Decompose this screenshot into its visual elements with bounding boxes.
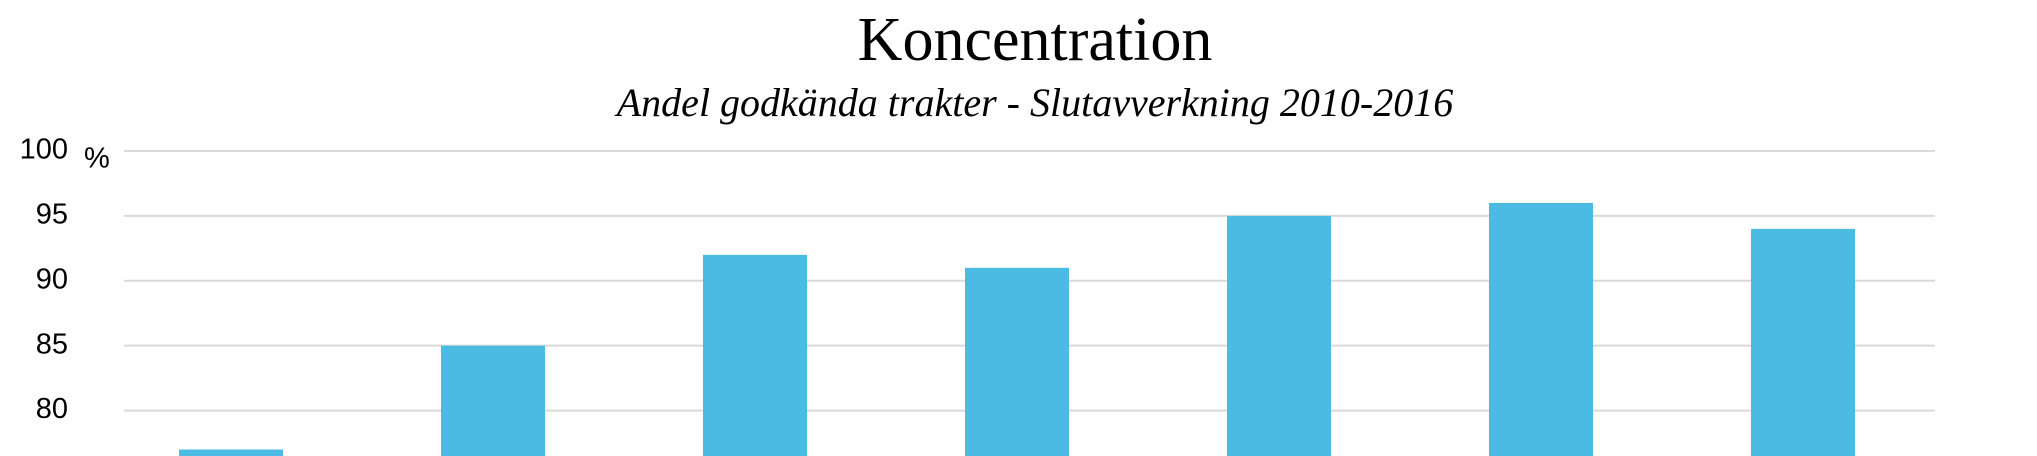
y-tick-label: 90 bbox=[36, 263, 68, 295]
y-tick-label: 80 bbox=[36, 393, 68, 425]
bar bbox=[179, 449, 283, 456]
y-tick-label: 85 bbox=[36, 328, 68, 360]
bar bbox=[1489, 202, 1593, 456]
y-tick-label: 95 bbox=[36, 199, 68, 231]
chart-subtitle: Andel godkända trakter - Slutavverkning … bbox=[614, 80, 1453, 125]
bar bbox=[1751, 228, 1855, 456]
chart-title: Koncentration bbox=[858, 6, 1213, 74]
y-tick-label: 100 bbox=[20, 134, 68, 166]
y-unit: % bbox=[84, 143, 110, 175]
bar bbox=[441, 345, 545, 456]
bar bbox=[703, 254, 807, 456]
bar bbox=[1227, 215, 1331, 456]
bar bbox=[965, 267, 1069, 456]
